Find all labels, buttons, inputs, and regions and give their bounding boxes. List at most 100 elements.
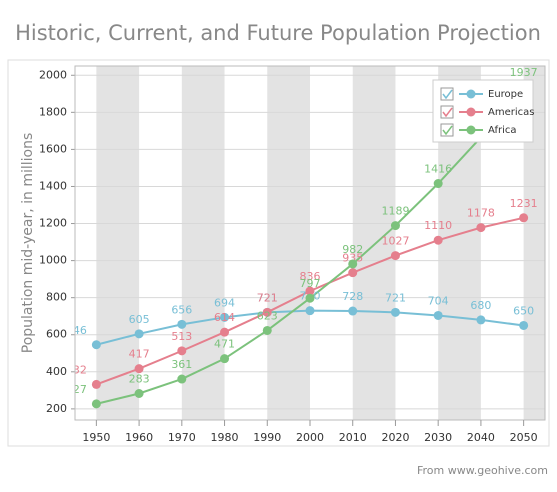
data-point (305, 306, 315, 316)
legend-marker (466, 89, 476, 99)
x-tick-label: 1980 (211, 431, 239, 444)
plot-background (75, 66, 545, 420)
data-point (390, 307, 400, 317)
data-label: 721 (385, 291, 406, 304)
data-label: 721 (257, 291, 278, 304)
legend: Europe Americas Africa (432, 79, 534, 143)
legend-check[interactable] (442, 125, 453, 136)
x-tick-label: 1970 (168, 431, 196, 444)
legend-checkbox[interactable] (440, 87, 454, 101)
legend-marker (466, 107, 476, 117)
data-point (220, 327, 230, 337)
data-point (433, 310, 443, 320)
y-tick-label: 200 (46, 402, 67, 415)
chart-title: Historic, Current, and Future Population… (15, 21, 541, 45)
data-point (433, 179, 443, 189)
data-point (348, 306, 358, 316)
legend-label: Europe (488, 89, 523, 100)
data-label: 680 (470, 299, 491, 312)
x-tick-label: 2050 (510, 431, 538, 444)
data-point (390, 251, 400, 261)
x-tick-label: 2020 (381, 431, 409, 444)
data-label: 650 (513, 304, 534, 317)
data-label: 1189 (381, 205, 409, 218)
data-label: 982 (342, 243, 363, 256)
x-tick-label: 2030 (424, 431, 452, 444)
data-point (262, 325, 272, 335)
data-label: 623 (257, 309, 278, 322)
data-label: 332 (66, 363, 87, 376)
legend-marker (466, 125, 476, 135)
data-point (305, 293, 315, 303)
data-label: 728 (342, 290, 363, 303)
band (523, 66, 545, 420)
data-label: 283 (129, 372, 150, 385)
y-tick-label: 1800 (39, 105, 67, 118)
data-point (348, 259, 358, 269)
y-tick-label: 600 (46, 328, 67, 341)
data-point (91, 340, 101, 350)
data-point (134, 329, 144, 339)
data-point (134, 388, 144, 398)
legend-checkbox[interactable] (440, 105, 454, 119)
data-point (262, 307, 272, 317)
axes: 200 400 600 800 1000 1200 1400 1600 1800 2000 1950… (39, 65, 546, 444)
data-point (519, 213, 529, 223)
x-tick-label: 2040 (467, 431, 495, 444)
legend-checkbox[interactable] (440, 123, 454, 137)
data-label: 605 (129, 313, 150, 326)
data-point (177, 346, 187, 356)
data-point (476, 315, 486, 325)
data-label: 1110 (424, 219, 452, 232)
data-label: 656 (171, 303, 192, 316)
x-tick-label: 2010 (339, 431, 367, 444)
y-tick-label: 1600 (39, 142, 67, 155)
band (352, 66, 396, 420)
y-axis-title: Population mid-year, in millions (20, 133, 36, 354)
y-tick-label: 1200 (39, 217, 67, 230)
band (267, 66, 310, 420)
data-label: 1937 (510, 66, 538, 79)
y-tick-label: 800 (46, 291, 67, 304)
data-label: 721 (257, 291, 278, 304)
data-label: 227 (66, 383, 87, 396)
data-point (91, 399, 101, 409)
data-label: 546 (66, 324, 87, 337)
data-label: 704 (428, 294, 449, 307)
y-tick-label: 2000 (39, 68, 67, 81)
legend-check[interactable] (442, 89, 453, 100)
band (96, 66, 140, 420)
data-label: 694 (214, 296, 235, 309)
y-tick-label: 1400 (39, 179, 67, 192)
data-label: 361 (171, 358, 192, 371)
data-label: 471 (214, 338, 235, 351)
data-point (220, 312, 230, 322)
data-point (476, 223, 486, 233)
legend-check[interactable] (442, 107, 453, 118)
data-label: 836 (300, 270, 321, 283)
x-tick-label: 1960 (125, 431, 153, 444)
data-label: 797 (300, 277, 321, 290)
data-point (134, 364, 144, 374)
data-point (390, 221, 400, 231)
data-point (177, 319, 187, 329)
x-tick-label: 2000 (296, 431, 324, 444)
data-label: 1416 (424, 163, 452, 176)
data-point (177, 374, 187, 384)
data-label: 1178 (467, 207, 495, 220)
data-label: 417 (129, 348, 150, 361)
data-point (348, 268, 358, 278)
x-tick-label: 1950 (82, 431, 110, 444)
legend-label: Americas (488, 107, 534, 118)
y-tick-label: 1000 (39, 254, 67, 267)
data-label: 513 (171, 330, 192, 343)
data-point (519, 320, 529, 330)
data-point (91, 379, 101, 389)
data-label: 1231 (510, 197, 538, 210)
data-label: 614 (214, 311, 235, 324)
y-tick-label: 400 (46, 365, 67, 378)
data-label: 1027 (381, 235, 409, 248)
data-label: 935 (342, 252, 363, 265)
